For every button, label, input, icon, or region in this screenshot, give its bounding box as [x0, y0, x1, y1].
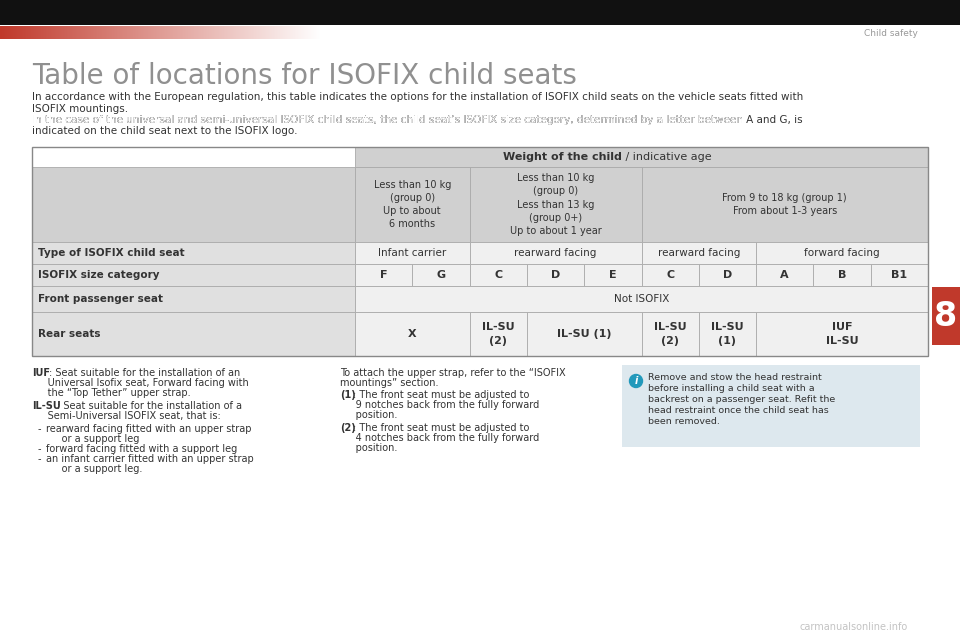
- Bar: [105, 26, 106, 39]
- Bar: [242, 26, 243, 39]
- Bar: [210, 26, 211, 39]
- Bar: [123, 26, 124, 39]
- Bar: [60, 26, 61, 39]
- Bar: [264, 26, 265, 39]
- Bar: [257, 26, 258, 39]
- Bar: [290, 26, 291, 39]
- Bar: [262, 26, 263, 39]
- Bar: [225, 26, 226, 39]
- Bar: [258, 26, 259, 39]
- Bar: [469, 312, 527, 356]
- Bar: [238, 26, 239, 39]
- Bar: [100, 26, 101, 39]
- Bar: [118, 26, 119, 39]
- Bar: [290, 26, 291, 39]
- Bar: [79, 26, 80, 39]
- Text: IL-SU: IL-SU: [32, 401, 60, 411]
- Bar: [206, 26, 207, 39]
- Bar: [107, 26, 108, 39]
- Bar: [86, 26, 87, 39]
- Bar: [6, 26, 7, 39]
- Bar: [193, 26, 194, 39]
- Bar: [11, 26, 12, 39]
- Bar: [136, 26, 137, 39]
- Bar: [128, 26, 129, 39]
- Bar: [198, 26, 199, 39]
- Bar: [314, 26, 315, 39]
- Text: i: i: [635, 376, 637, 386]
- Text: Rear seats: Rear seats: [38, 329, 101, 339]
- Bar: [52, 26, 53, 39]
- Bar: [112, 26, 113, 39]
- Bar: [99, 26, 100, 39]
- Text: In accordance with the European regulation, this table indicates the options for: In accordance with the European regulati…: [32, 92, 804, 102]
- Bar: [302, 26, 303, 39]
- Bar: [303, 26, 304, 39]
- Bar: [10, 26, 11, 39]
- Bar: [56, 26, 57, 39]
- Bar: [289, 26, 290, 39]
- Bar: [131, 26, 132, 39]
- Bar: [45, 26, 46, 39]
- Text: : The front seat must be adjusted to: : The front seat must be adjusted to: [353, 423, 529, 433]
- Bar: [146, 26, 147, 39]
- Bar: [177, 26, 178, 39]
- Bar: [185, 26, 186, 39]
- Bar: [312, 26, 313, 39]
- Bar: [263, 26, 264, 39]
- Bar: [239, 26, 240, 39]
- Bar: [191, 26, 192, 39]
- Bar: [271, 26, 272, 39]
- Bar: [202, 26, 203, 39]
- Bar: [124, 26, 125, 39]
- Bar: [72, 26, 73, 39]
- Bar: [207, 26, 208, 39]
- Bar: [168, 26, 169, 39]
- Bar: [87, 26, 88, 39]
- Bar: [319, 26, 320, 39]
- Bar: [8, 26, 9, 39]
- Bar: [152, 26, 153, 39]
- Bar: [83, 26, 84, 39]
- Bar: [281, 26, 282, 39]
- Bar: [221, 26, 222, 39]
- Text: carmanualsonline.info: carmanualsonline.info: [800, 622, 908, 632]
- Bar: [111, 26, 112, 39]
- Bar: [106, 26, 107, 39]
- Bar: [32, 167, 355, 242]
- Bar: [53, 26, 54, 39]
- Bar: [207, 26, 208, 39]
- Bar: [108, 26, 109, 39]
- Bar: [263, 26, 264, 39]
- Bar: [226, 26, 227, 39]
- Bar: [200, 26, 201, 39]
- Text: From 9 to 18 kg (group 1)
From about 1-3 years: From 9 to 18 kg (group 1) From about 1-3…: [723, 193, 847, 216]
- Bar: [80, 26, 81, 39]
- Bar: [641, 264, 699, 286]
- Bar: [34, 26, 35, 39]
- Bar: [116, 26, 117, 39]
- Bar: [307, 26, 308, 39]
- Bar: [188, 26, 189, 39]
- Bar: [127, 26, 128, 39]
- Bar: [205, 26, 206, 39]
- Bar: [17, 26, 18, 39]
- Bar: [75, 26, 76, 39]
- Bar: [9, 26, 10, 39]
- Bar: [355, 167, 469, 242]
- Bar: [84, 26, 85, 39]
- Bar: [155, 26, 156, 39]
- Bar: [80, 26, 81, 39]
- Bar: [7, 26, 8, 39]
- Bar: [247, 26, 248, 39]
- Bar: [132, 26, 133, 39]
- Bar: [39, 26, 40, 39]
- Text: position.: position.: [340, 443, 397, 453]
- Text: rearward facing fitted with an upper strap: rearward facing fitted with an upper str…: [46, 424, 252, 434]
- Bar: [251, 26, 252, 39]
- Bar: [222, 26, 223, 39]
- Bar: [190, 26, 191, 39]
- Bar: [130, 26, 131, 39]
- Bar: [264, 26, 265, 39]
- Bar: [143, 26, 144, 39]
